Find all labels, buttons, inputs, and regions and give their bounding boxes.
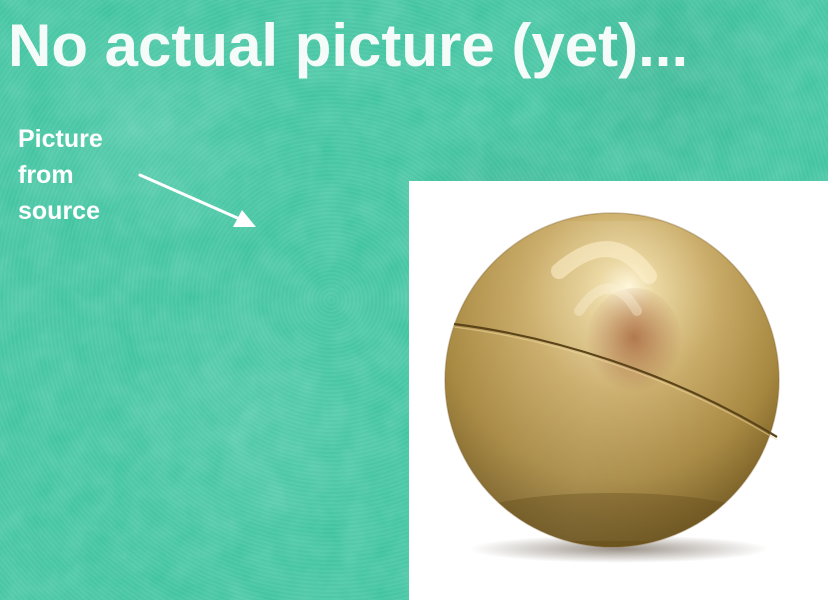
annotation-line-3: source bbox=[18, 197, 100, 225]
source-photo bbox=[409, 181, 828, 600]
annotation-line-1: Picture bbox=[18, 125, 103, 153]
page-title: No actual picture (yet)... bbox=[8, 12, 689, 79]
brass-sphere-photo bbox=[444, 212, 780, 563]
annotation-line-2: from bbox=[18, 161, 74, 189]
source-annotation: Picture from source bbox=[18, 121, 158, 229]
arrow-pointer-icon bbox=[138, 173, 256, 227]
